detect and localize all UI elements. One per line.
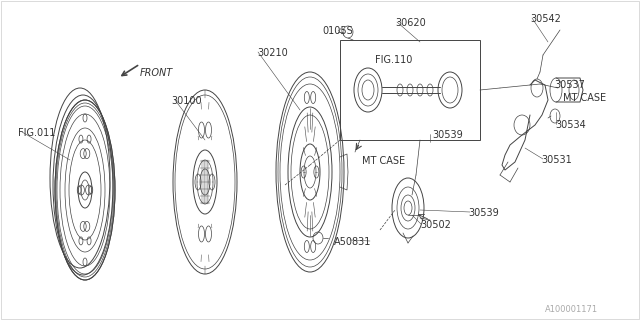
Text: FIG.110: FIG.110 (375, 55, 412, 65)
Text: A50831: A50831 (334, 237, 371, 247)
Text: 30542: 30542 (530, 14, 561, 24)
Text: FIG.011: FIG.011 (18, 128, 56, 138)
Text: 0105S: 0105S (322, 26, 353, 36)
Text: 30210: 30210 (257, 48, 288, 58)
Text: 30531: 30531 (541, 155, 572, 165)
Text: 30537: 30537 (554, 80, 585, 90)
Text: 30534: 30534 (555, 120, 586, 130)
Text: MT CASE: MT CASE (563, 93, 606, 103)
Text: FRONT: FRONT (140, 68, 173, 78)
Text: 30502: 30502 (420, 220, 451, 230)
Text: 30100: 30100 (171, 96, 202, 106)
Text: 30620: 30620 (395, 18, 426, 28)
Bar (340, 40, 480, 140)
Text: MT CASE: MT CASE (362, 156, 405, 166)
Text: 30539: 30539 (432, 130, 463, 140)
Text: 30539: 30539 (468, 208, 499, 218)
Text: A100001171: A100001171 (545, 305, 598, 314)
